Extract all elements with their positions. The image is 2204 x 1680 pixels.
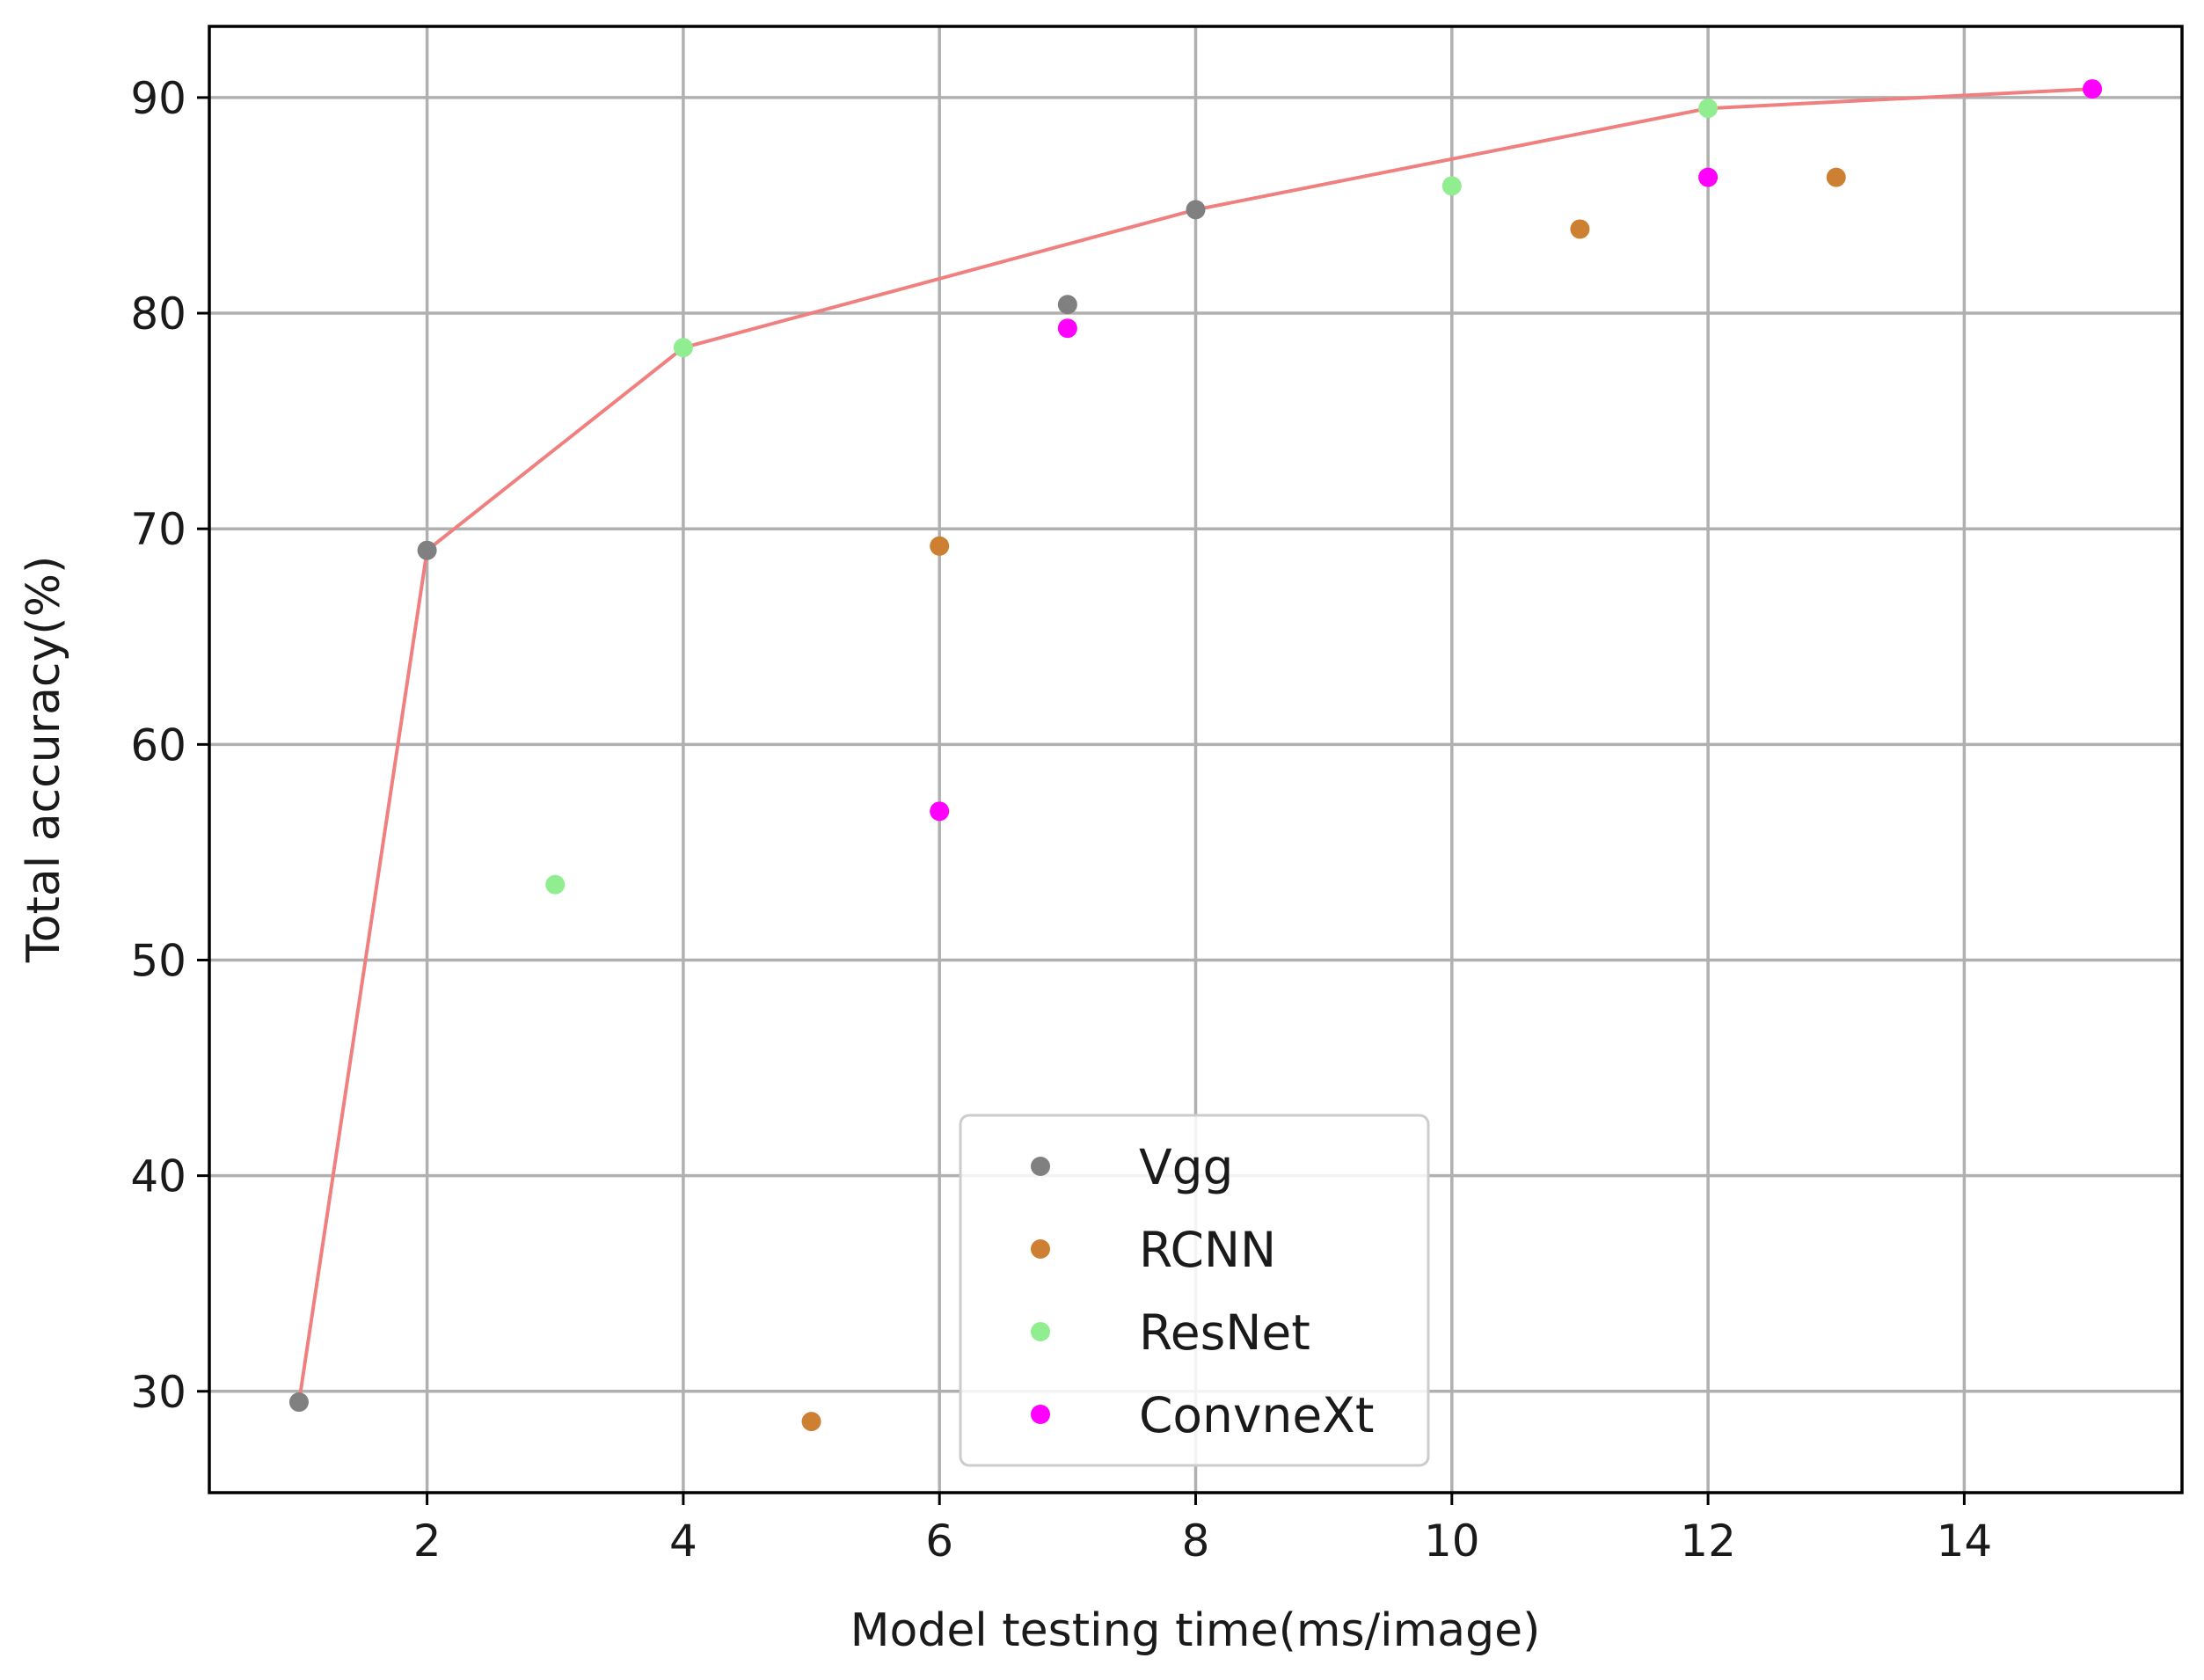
- x-tick-label: 14: [1937, 1516, 1993, 1567]
- data-point-convnext: [1057, 318, 1077, 339]
- x-tick-label: 2: [413, 1516, 442, 1567]
- data-point-resnet: [673, 338, 693, 358]
- data-point-convnext: [1698, 167, 1719, 187]
- legend-label-convnext: ConvneXt: [1139, 1387, 1374, 1443]
- data-point-convnext: [930, 801, 950, 822]
- y-tick-label: 30: [130, 1367, 186, 1418]
- x-tick-label: 10: [1424, 1516, 1480, 1567]
- axis-ticks: 2 4 6 8 10 12 14 30 40 50 60 70 80 90: [130, 73, 1992, 1567]
- grid: [209, 26, 2182, 1493]
- y-tick-label: 40: [130, 1151, 186, 1202]
- legend-label-rcnn: RCNN: [1139, 1222, 1276, 1278]
- legend: Vgg RCNN ResNet ConvneXt: [959, 1114, 1430, 1467]
- data-point-resnet: [545, 874, 566, 895]
- legend-label-vgg: Vgg: [1139, 1139, 1233, 1195]
- y-tick-label: 70: [130, 504, 186, 555]
- data-point-vgg: [1057, 295, 1077, 315]
- data-point-rcnn: [930, 536, 950, 556]
- x-tick-label: 12: [1680, 1516, 1736, 1567]
- data-point-rcnn: [1570, 219, 1590, 239]
- legend-box: [959, 1114, 1430, 1467]
- frontier-line-group: [297, 87, 2093, 1403]
- data-point-resnet: [1698, 99, 1719, 119]
- x-axis-label: Model testing time(ms/image): [850, 1604, 1541, 1657]
- data-point-vgg: [417, 540, 437, 560]
- legend-marker-convnext: [1031, 1405, 1050, 1424]
- data-point-vgg: [1186, 200, 1206, 220]
- data-point-resnet: [1441, 176, 1462, 196]
- x-tick-label: 8: [1182, 1516, 1210, 1567]
- legend-marker-rcnn: [1031, 1239, 1050, 1259]
- y-axis-label: Total accuracy(%): [18, 556, 70, 964]
- data-points: [288, 79, 2103, 1432]
- data-point-rcnn: [801, 1412, 821, 1432]
- data-point-rcnn: [1826, 167, 1846, 187]
- pareto-frontier-line: [297, 87, 2093, 1403]
- data-point-vgg: [288, 1392, 309, 1413]
- y-tick-label: 60: [130, 719, 186, 771]
- legend-marker-resnet: [1031, 1322, 1050, 1341]
- y-tick-label: 80: [130, 289, 186, 340]
- y-tick-label: 50: [130, 935, 186, 986]
- x-tick-label: 6: [925, 1516, 953, 1567]
- legend-label-resnet: ResNet: [1139, 1304, 1310, 1361]
- y-tick-label: 90: [130, 73, 186, 124]
- legend-marker-vgg: [1031, 1157, 1050, 1176]
- data-point-convnext: [2083, 79, 2103, 99]
- x-tick-label: 4: [669, 1516, 697, 1567]
